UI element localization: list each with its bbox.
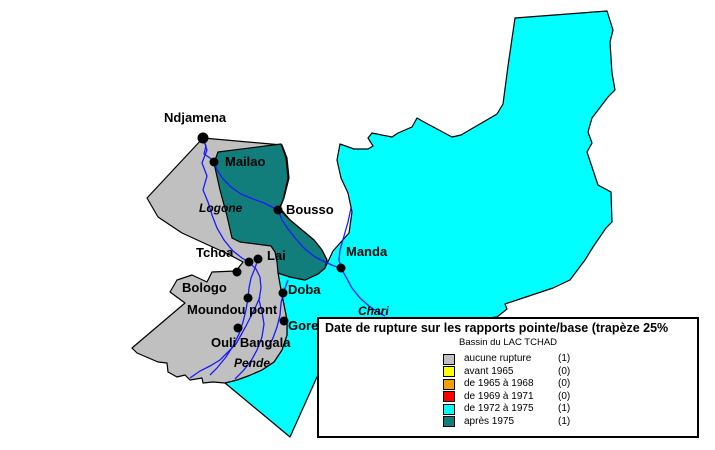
legend-item-label: après 1975: [464, 415, 515, 427]
legend-item-label: de 1972 à 1975: [464, 403, 534, 415]
city-label-gore: Gore: [288, 318, 319, 333]
city-label-bousso: Bousso: [286, 202, 334, 217]
legend-item-count: (1): [558, 403, 571, 415]
city-dot-gore: [279, 316, 289, 326]
river-label-chari: Chari: [358, 304, 389, 318]
legend-item-count: (0): [558, 378, 571, 390]
city-label-doba: Doba: [288, 282, 321, 297]
river-label-logone: Logone: [199, 201, 243, 215]
legend-row-aucune-rupture: aucune rupture (1): [443, 353, 570, 366]
legend-row-1972-1975: de 1972 à 1975 (1): [443, 403, 570, 416]
legend-row-1969-1971: de 1969 à 1971 (0): [443, 391, 570, 404]
legend-row-avant-1965: avant 1965 (0): [443, 366, 570, 379]
city-dot-tchoa: [244, 257, 254, 267]
legend-swatch-avant-1965: [443, 366, 455, 378]
city-label-bologo: Bologo: [182, 280, 227, 295]
legend-item-label: de 1969 à 1971: [464, 390, 534, 402]
legend-swatch-1972-1975: [443, 403, 455, 415]
city-dot-bousso: [273, 205, 283, 215]
river-logone-occidental: [209, 258, 259, 376]
legend-item-count: (1): [558, 353, 571, 365]
city-dots: [197, 132, 346, 333]
legend-item-label: avant 1965: [464, 365, 514, 377]
river-affluent-manda: [338, 207, 352, 269]
legend-row-apres-1975: après 1975 (1): [443, 416, 570, 429]
city-dot-mailao: [209, 157, 219, 167]
city-label-manda: Manda: [346, 244, 388, 259]
legend-item-label: de 1965 à 1968: [464, 378, 534, 390]
legend-swatch-apres-1975: [443, 416, 455, 428]
city-dot-moundou-pont: [243, 293, 253, 303]
city-label-ndjamena: Ndjamena: [164, 110, 227, 125]
river-chari-sud: [277, 209, 386, 317]
legend-title: Date de rupture sur les rapports pointe/…: [325, 321, 669, 335]
city-dot-ouli-bangala: [233, 323, 243, 333]
city-dot-bologo: [232, 267, 242, 277]
city-dot-doba: [278, 288, 288, 298]
legend-swatch-aucune-rupture: [443, 353, 455, 365]
legend-item-label: aucune rupture: [464, 353, 532, 365]
river-chari-nord: [202, 137, 279, 211]
city-dot-ndjamena: [197, 132, 209, 144]
legend-rows: aucune rupture (1) avant 1965 (0) de 196…: [443, 353, 570, 428]
city-label-lai: Lai: [267, 248, 286, 263]
city-label-moundou-pont: Moundou pont: [187, 302, 278, 317]
legend-item-count: (0): [558, 390, 571, 402]
city-label-tchoa: Tchoa: [196, 245, 234, 260]
city-dot-manda: [336, 263, 346, 273]
city-label-ouli-bangala: Ouli Bangala: [211, 335, 291, 350]
city-dot-lai: [253, 254, 263, 264]
river-pende: [189, 296, 261, 379]
river-label-pende: Pende: [234, 356, 271, 370]
legend-box: Date de rupture sur les rapports pointe/…: [317, 317, 699, 438]
legend-swatch-1969-1971: [443, 391, 455, 403]
city-label-mailao: Mailao: [225, 154, 266, 169]
legend-subtitle: Bassin du LAC TCHAD: [458, 337, 558, 348]
legend-item-count: (1): [558, 415, 571, 427]
region-apres-1975: [213, 143, 328, 281]
legend-item-count: (0): [558, 365, 571, 377]
legend-row-1965-1968: de 1965 à 1968 (0): [443, 378, 570, 391]
legend-swatch-1965-1968: [443, 378, 455, 390]
